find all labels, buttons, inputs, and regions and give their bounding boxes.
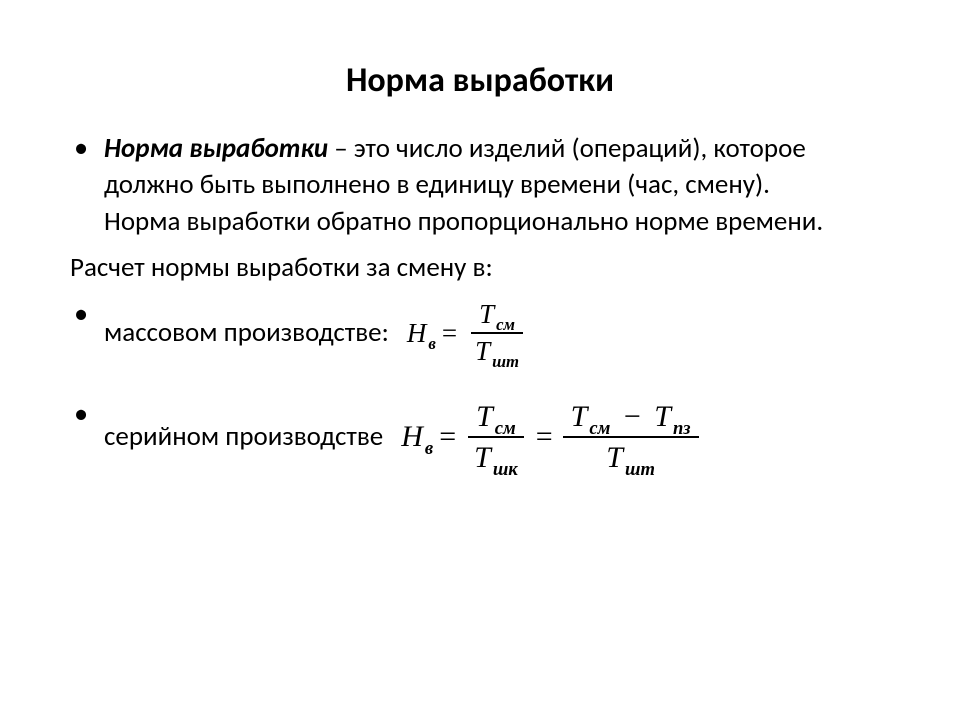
slide-title: Норма выработки [70, 60, 890, 101]
slide-body: Норма выработки – это число изделий (опе… [70, 131, 890, 477]
slide: Норма выработки Норма выработки – это чи… [0, 0, 960, 720]
definition-text-2: Норма выработки обратно пропорционально … [104, 205, 823, 238]
mass-production-label: массовом производстве: [104, 315, 389, 351]
definition-term: Норма выработки [104, 132, 328, 165]
bullet-mass-production: массовом производстве: Hв = Tсм Tшт [70, 297, 890, 369]
formula-serial: Hв = Tсм Tшк = Tсм − Tпз [401, 397, 702, 477]
bullet-definition: Норма выработки – это число изделий (опе… [70, 131, 890, 240]
serial-production-label: серийном производстве [104, 419, 383, 455]
formula-mass: Hв = Tсм Tшт [407, 297, 531, 369]
bullet-serial-production: серийном производстве Hв = Tсм Tшк = Tсм [70, 397, 890, 477]
subheading: Расчет нормы выработки за смену в: [70, 250, 890, 286]
